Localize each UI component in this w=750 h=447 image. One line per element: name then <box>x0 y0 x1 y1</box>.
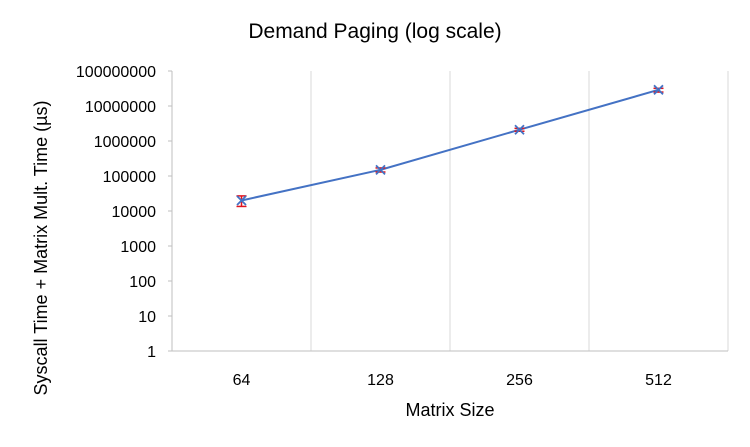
series-line <box>241 88 659 202</box>
y-tick-labels: 100000000 10000000 1000000 100000 10000 1000 1… <box>76 64 156 361</box>
y-tick-label: 1000000 <box>94 134 156 151</box>
data-point <box>653 84 664 95</box>
y-axis-label: Syscall Time + Matrix Mult. Time (µs) <box>31 101 51 396</box>
axes <box>168 70 728 352</box>
y-tick-label: 10 <box>138 309 156 326</box>
y-tick-label: 10000000 <box>85 99 156 116</box>
y-tick-label: 1000 <box>120 239 156 256</box>
x-tick-label: 128 <box>367 372 394 389</box>
x-axis-label: Matrix Size <box>405 400 494 420</box>
data-point-stroke <box>236 195 247 206</box>
y-tick-label: 10000 <box>112 204 157 221</box>
data-point-stroke <box>375 164 386 175</box>
data-point <box>514 124 525 135</box>
series <box>236 84 664 208</box>
y-tick-label: 100000 <box>103 169 156 186</box>
x-tick-label: 64 <box>233 372 251 389</box>
y-tick-label: 1 <box>147 344 156 361</box>
x-tick-labels: 64 128 256 512 <box>233 372 672 389</box>
data-point-stroke <box>653 84 664 95</box>
chart-title: Demand Paging (log scale) <box>248 20 501 43</box>
grid-lines <box>310 71 729 351</box>
x-tick-label: 256 <box>506 372 533 389</box>
data-point <box>236 195 247 206</box>
data-point-stroke <box>514 124 525 135</box>
y-tick-label: 100 <box>129 274 156 291</box>
x-tick-label: 512 <box>645 372 672 389</box>
y-tick-label: 100000000 <box>76 64 156 81</box>
data-point <box>375 164 386 175</box>
